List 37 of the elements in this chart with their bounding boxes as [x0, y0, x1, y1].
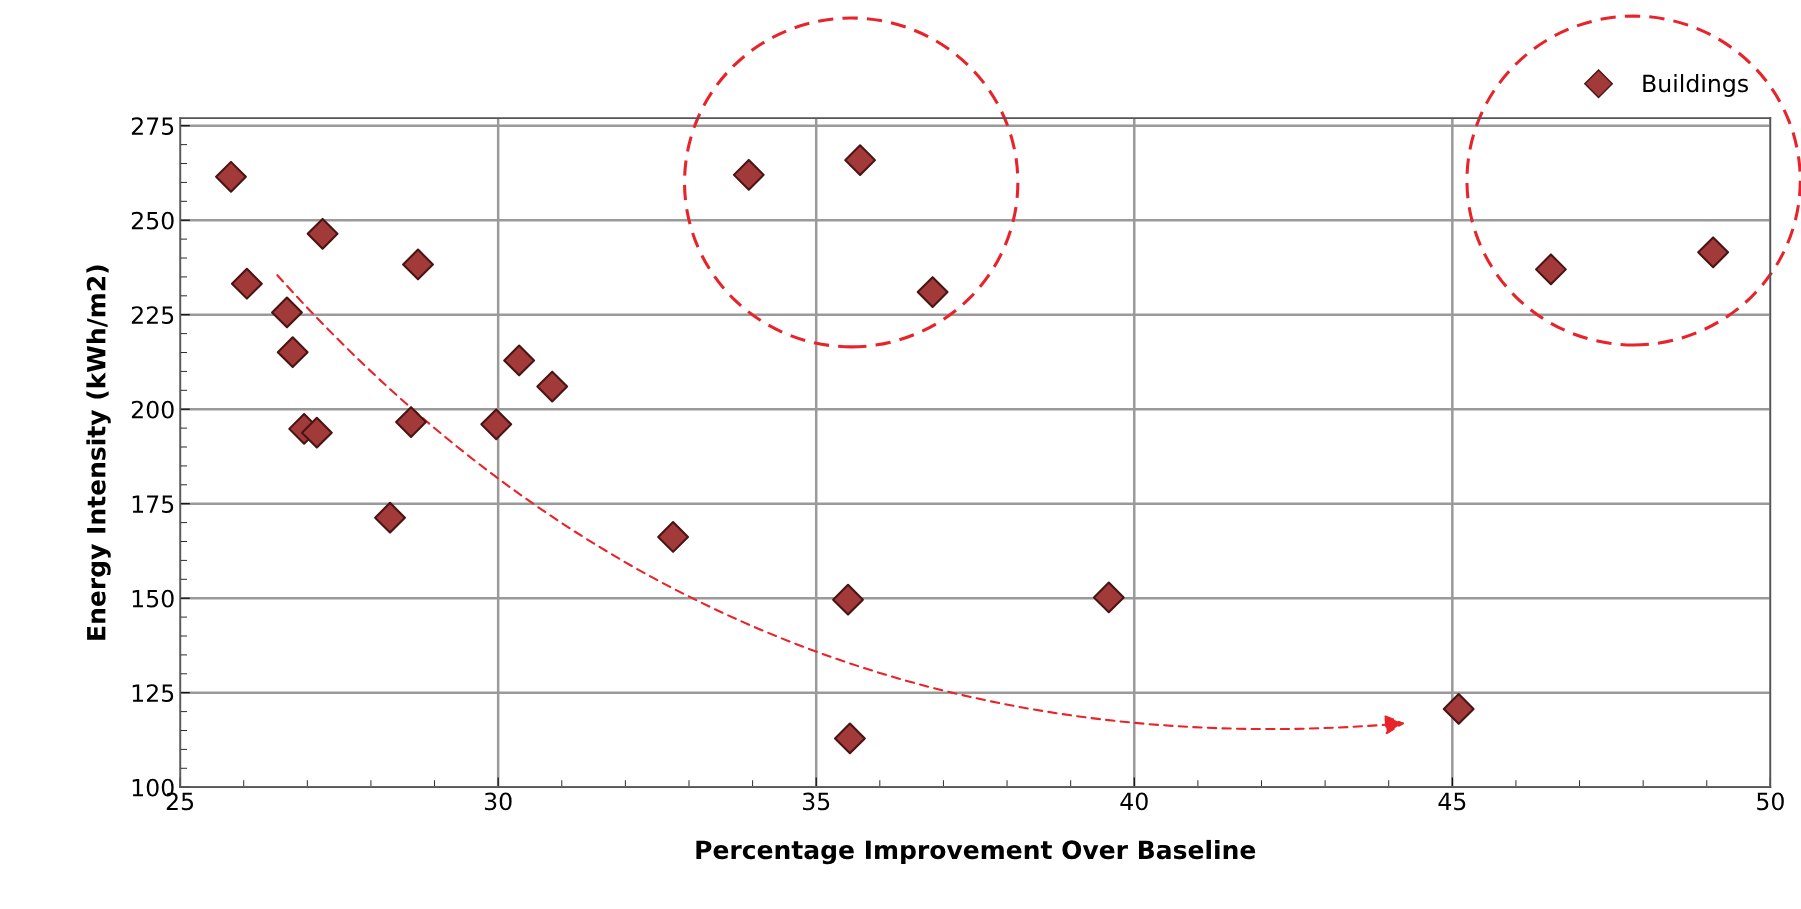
point [732, 158, 765, 191]
y-tick-label: 225 [131, 306, 174, 325]
point [833, 722, 866, 755]
point [1697, 236, 1730, 269]
point [300, 416, 333, 449]
point [480, 408, 513, 441]
point [230, 267, 263, 300]
point [832, 583, 864, 616]
point [402, 248, 434, 281]
point [916, 276, 949, 308]
point [1442, 693, 1475, 725]
y-tick-label: 150 [132, 589, 174, 608]
legend-label: Buildings [1643, 74, 1748, 97]
y-axis-title: Energy Intensity (kWh/m2) [86, 265, 111, 640]
point [395, 406, 427, 438]
point [306, 217, 339, 250]
point [657, 521, 690, 553]
point [215, 160, 247, 193]
y-tick-label: 175 [132, 495, 174, 514]
x-tick-label: 50 [1757, 792, 1784, 811]
x-tick-label: 45 [1438, 792, 1466, 811]
point [1535, 253, 1567, 286]
x-axis-title: Percentage Improvement Over Baseline [696, 839, 1256, 865]
y-tick-label: 125 [132, 684, 174, 703]
point [1092, 581, 1125, 614]
point [271, 296, 303, 329]
x-tick-label: 40 [1120, 792, 1148, 811]
y-tick-label: 250 [131, 211, 174, 230]
point [536, 370, 569, 403]
x-tick-label: 35 [802, 792, 830, 811]
point [374, 501, 406, 534]
x-tick-label: 30 [484, 792, 512, 811]
point [276, 336, 309, 369]
y-tick-label: 275 [131, 117, 174, 136]
point [844, 144, 877, 177]
y-tick-label: 200 [131, 400, 174, 419]
point [503, 344, 536, 377]
